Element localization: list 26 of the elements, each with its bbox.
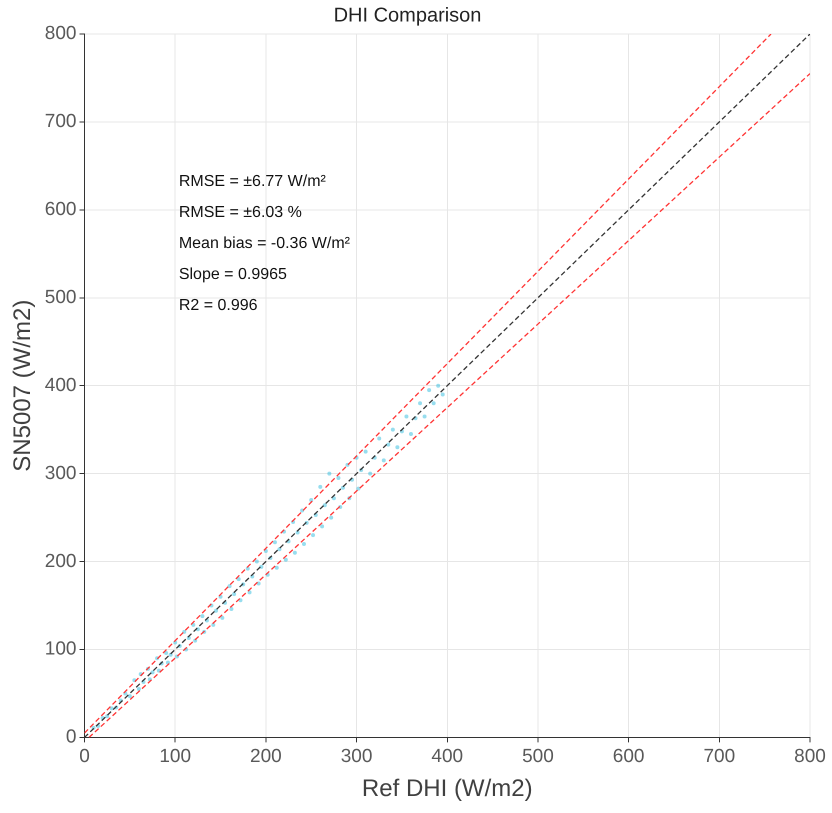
y-tick-label: 600 <box>44 199 76 220</box>
annotation: Mean bias = -0.36 W/m² <box>178 235 351 252</box>
x-tick-label: 700 <box>703 746 736 768</box>
annotation: Slope = 0.9965 <box>178 266 288 283</box>
x-tick-label: 200 <box>250 746 282 768</box>
x-tick-label: 500 <box>522 746 554 768</box>
y-tick-label: 700 <box>44 111 76 132</box>
annotation: RMSE = ±6.03 % <box>178 204 302 222</box>
y-tick-label: 0 <box>66 726 76 748</box>
chart-title: DHI Comparison <box>334 4 482 27</box>
y-tick-label: 300 <box>44 462 76 484</box>
y-axis-title: SN5007 (W/m2) <box>9 300 36 472</box>
y-tick-label: 500 <box>44 287 76 308</box>
x-tick-label: 800 <box>794 746 826 768</box>
y-tick-label: 400 <box>44 374 76 396</box>
x-tick-label: 300 <box>340 746 372 768</box>
x-tick-label: 600 <box>612 746 644 768</box>
y-tick-label: 800 <box>44 23 76 44</box>
annotation: R2 = 0.996 <box>178 296 258 314</box>
x-tick-label: 0 <box>79 746 90 768</box>
y-tick-label: 100 <box>44 638 76 660</box>
y-tick-label: 200 <box>44 550 76 572</box>
x-tick-label: 100 <box>159 746 192 768</box>
x-tick-label: 400 <box>431 746 464 768</box>
annotation: RMSE = ±6.77 W/m² <box>178 173 327 190</box>
x-axis-title: Ref DHI (W/m2) <box>362 775 533 802</box>
